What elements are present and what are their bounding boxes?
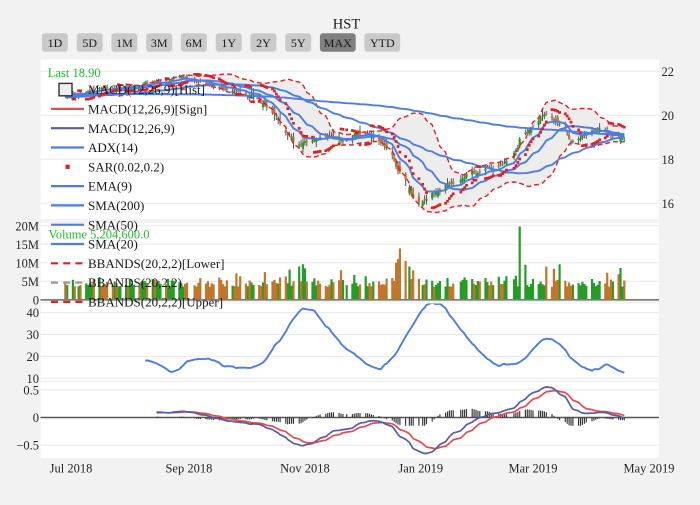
svg-text:0.5: 0.5 <box>23 383 39 397</box>
svg-text:SAR(0.02,0.2): SAR(0.02,0.2) <box>88 159 164 174</box>
svg-text:15M: 15M <box>15 238 39 252</box>
svg-text:SMA(200): SMA(200) <box>88 198 144 213</box>
svg-text:1Y: 1Y <box>221 36 236 50</box>
svg-text:Jul 2018: Jul 2018 <box>50 462 93 476</box>
svg-text:YTD: YTD <box>370 36 395 50</box>
svg-text:10: 10 <box>27 372 40 386</box>
svg-text:16: 16 <box>662 197 675 211</box>
svg-text:18: 18 <box>662 153 675 167</box>
svg-text:5M: 5M <box>22 275 39 289</box>
svg-text:MACD(12,26,9)[Hist]: MACD(12,26,9)[Hist] <box>88 82 205 97</box>
svg-text:BBANDS(20,2,2)[Lower]: BBANDS(20,2,2)[Lower] <box>88 256 224 271</box>
svg-text:20: 20 <box>27 350 40 364</box>
svg-text:Sep 2018: Sep 2018 <box>165 462 212 476</box>
svg-text:HST: HST <box>333 17 361 33</box>
svg-text:1D: 1D <box>48 36 63 50</box>
svg-text:5Y: 5Y <box>291 36 306 50</box>
svg-text:1M: 1M <box>116 36 133 50</box>
svg-text:3M: 3M <box>151 36 168 50</box>
svg-text:0: 0 <box>33 293 39 307</box>
svg-text:Jan 2019: Jan 2019 <box>398 462 443 476</box>
svg-text:Mar 2019: Mar 2019 <box>509 462 558 476</box>
svg-text:BBANDS(20,2,2): BBANDS(20,2,2) <box>88 275 182 290</box>
svg-text:6M: 6M <box>186 36 203 50</box>
svg-text:0: 0 <box>33 411 39 425</box>
svg-text:30: 30 <box>27 328 40 342</box>
svg-text:20M: 20M <box>15 219 39 233</box>
svg-text:SMA(20): SMA(20) <box>88 237 138 252</box>
svg-text:MAX: MAX <box>324 36 352 50</box>
svg-text:2Y: 2Y <box>256 36 271 50</box>
svg-text:10M: 10M <box>15 256 39 270</box>
svg-text:5D: 5D <box>82 36 97 50</box>
svg-text:−0.5: −0.5 <box>16 439 39 453</box>
svg-text:EMA(9): EMA(9) <box>88 179 132 194</box>
svg-text:ADX(14): ADX(14) <box>88 140 138 155</box>
svg-text:Nov 2018: Nov 2018 <box>280 462 330 476</box>
svg-text:Last 18.90: Last 18.90 <box>48 66 101 80</box>
svg-text:MACD(12,26,9): MACD(12,26,9) <box>88 121 175 136</box>
svg-text:MACD(12,26,9)[Sign]: MACD(12,26,9)[Sign] <box>88 102 207 117</box>
svg-text:SMA(50): SMA(50) <box>88 217 138 232</box>
svg-text:22: 22 <box>662 65 675 79</box>
svg-text:40: 40 <box>27 306 40 320</box>
svg-text:May 2019: May 2019 <box>623 462 674 476</box>
svg-text:Volume 5,204,600.0: Volume 5,204,600.0 <box>48 228 149 242</box>
svg-text:20: 20 <box>662 109 675 123</box>
svg-text:BBANDS(20,2,2)[Upper]: BBANDS(20,2,2)[Upper] <box>88 295 223 310</box>
